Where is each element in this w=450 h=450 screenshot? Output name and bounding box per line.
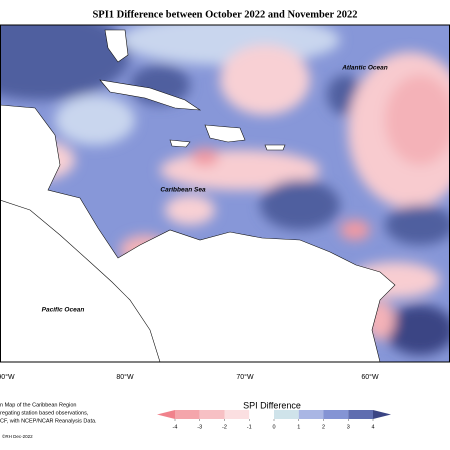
colorbar-tick-label: -1 <box>247 424 252 430</box>
colorbar-tick-label: -2 <box>222 424 227 430</box>
colorbar-end <box>373 410 391 419</box>
colorbar-segment <box>274 410 299 419</box>
colorbar-segment <box>175 410 200 419</box>
colorbar-tick-label: -4 <box>173 424 178 430</box>
footer-note: regating station based observations, <box>0 410 89 416</box>
footer: n Map of the Caribbean Region regating s… <box>0 402 97 439</box>
ocean-label: Pacific Ocean <box>42 307 85 314</box>
colorbar-segment <box>298 410 324 419</box>
colorbar-tick-label: 0 <box>272 424 275 430</box>
colorbar-end <box>157 410 175 419</box>
colorbar: -4 -3 -2 -1 0 1 2 3 4 <box>157 410 391 430</box>
footer-credit: ©RH Dec-2022 <box>2 433 33 439</box>
footer-note: n Map of the Caribbean Region <box>0 402 76 408</box>
colorbar-segment <box>224 410 250 419</box>
lon-label: 70°W <box>236 373 254 381</box>
footer-note: CF, with NCEP/NCAR Reanalysis Data. <box>0 418 97 424</box>
colorbar-segment <box>199 410 225 419</box>
colorbar-segment <box>249 410 274 419</box>
map: Atlantic Ocean Caribbean Sea Pacific Oce… <box>0 25 450 362</box>
sea-label: Caribbean Sea <box>160 187 206 194</box>
legend-title: SPI Difference <box>243 400 301 410</box>
colorbar-segment <box>323 410 349 419</box>
colorbar-segment <box>348 410 373 419</box>
colorbar-tick-label: 1 <box>297 424 300 430</box>
map-title: SPI1 Difference between October 2022 and… <box>92 9 357 20</box>
lon-label: 80°W <box>116 373 134 381</box>
longitude-labels: 90°W 80°W 70°W 60°W <box>0 373 379 381</box>
colorbar-tick-label: 3 <box>347 424 350 430</box>
lon-label: 60°W <box>361 373 379 381</box>
ocean-label: Atlantic Ocean <box>341 65 388 72</box>
lon-label: 90°W <box>0 373 15 381</box>
spi-field <box>0 25 450 355</box>
colorbar-tick-label: 2 <box>322 424 325 430</box>
colorbar-tick-label: 4 <box>371 424 374 430</box>
land <box>0 29 396 362</box>
colorbar-tick-label: -3 <box>197 424 202 430</box>
